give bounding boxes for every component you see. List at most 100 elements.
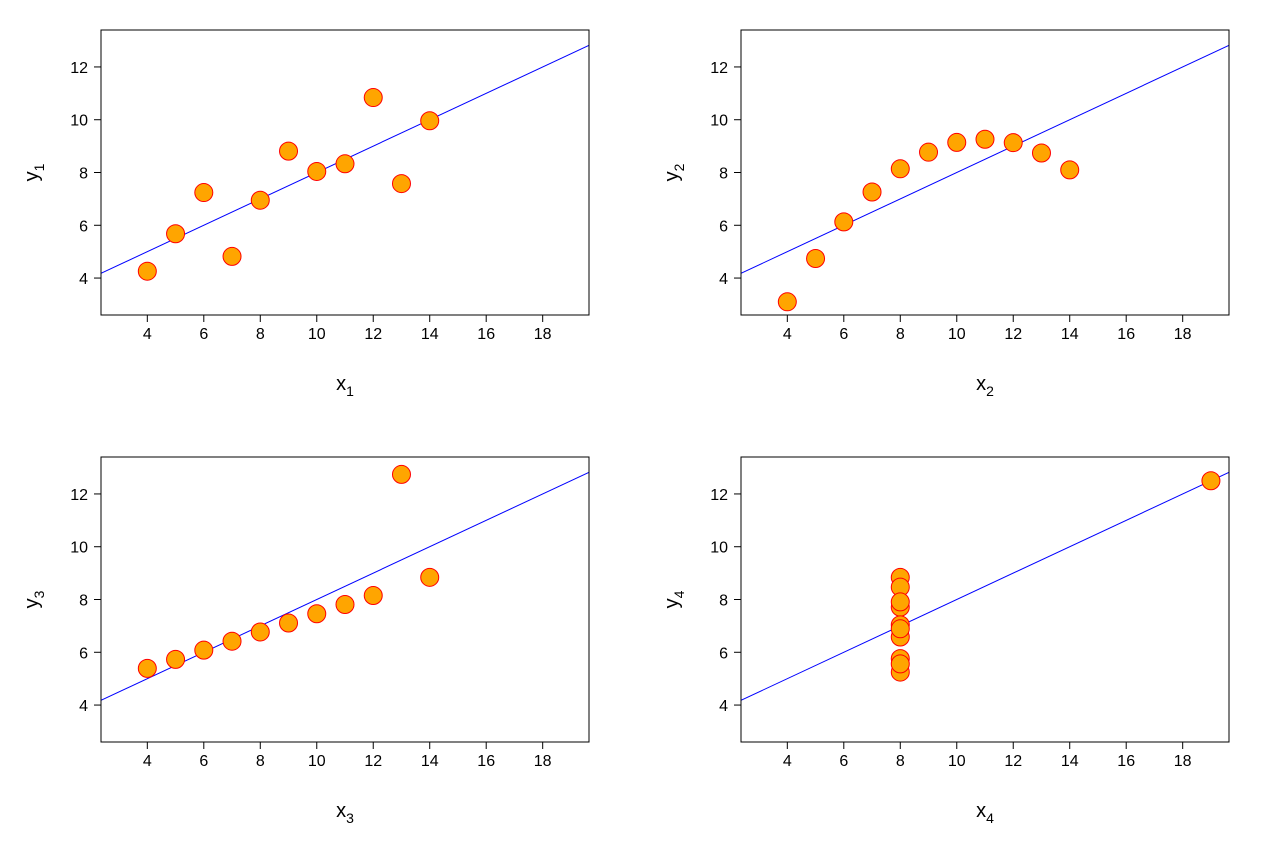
x-axis-label: x2 (976, 373, 994, 399)
data-point (890, 654, 910, 674)
panel-2: 4 6 8 10 12 14 16 18 4 6 8 10 12 x2 y2 (661, 29, 1230, 399)
x-tick-label: 10 (308, 326, 326, 343)
x-tick-label: 4 (783, 753, 792, 770)
data-point (1201, 471, 1221, 491)
x-tick-label: 18 (1174, 753, 1192, 770)
data-point (279, 613, 299, 633)
y-axis-label: y3 (21, 590, 47, 608)
data-point (1060, 160, 1080, 180)
x-tick-label: 12 (364, 326, 382, 343)
data-point (363, 88, 383, 108)
data-point (806, 249, 826, 269)
fit-line (741, 44, 1229, 274)
data-point (250, 622, 270, 642)
x-tick-label: 6 (839, 753, 848, 770)
y-tick-label: 6 (719, 645, 728, 662)
x-axis-label: x4 (976, 800, 994, 826)
y-axis-label: y4 (661, 590, 687, 608)
data-point (250, 190, 270, 210)
x-tick-label: 4 (783, 326, 792, 343)
y-tick-label: 8 (719, 593, 728, 610)
x-tick-label: 18 (534, 753, 552, 770)
y-tick-label: 10 (710, 113, 728, 130)
x-tick-label: 6 (839, 326, 848, 343)
data-point (222, 246, 242, 266)
y-tick-label: 4 (79, 698, 88, 715)
data-point (975, 129, 995, 149)
plot-frame (740, 29, 1230, 316)
x-tick-label: 8 (896, 753, 905, 770)
x-tick-label: 10 (308, 753, 326, 770)
y-tick-label: 12 (70, 60, 88, 77)
x-tick-label: 18 (1174, 326, 1192, 343)
data-point (335, 154, 355, 174)
y-tick-label: 12 (710, 60, 728, 77)
y-tick-label: 10 (70, 540, 88, 557)
data-point (890, 159, 910, 179)
data-point (947, 132, 967, 152)
x-tick-label: 4 (143, 326, 152, 343)
plot-frame (740, 456, 1230, 743)
x-tick-label: 18 (534, 326, 552, 343)
data-point (1031, 143, 1051, 163)
data-point (919, 142, 939, 162)
panel-1: 4 6 8 10 12 14 16 18 4 6 8 10 12 x1 y1 (21, 29, 590, 399)
data-point (890, 592, 910, 612)
data-point (363, 586, 383, 606)
fit-line (741, 471, 1229, 701)
y-tick-label: 6 (79, 218, 88, 235)
x-tick-label: 14 (421, 753, 439, 770)
data-point (194, 183, 214, 203)
y-tick-label: 8 (79, 593, 88, 610)
x-tick-label: 14 (1061, 326, 1079, 343)
x-tick-label: 14 (421, 326, 439, 343)
y-axis-label: y1 (21, 163, 47, 181)
x-tick-label: 16 (477, 753, 495, 770)
data-point (391, 464, 411, 484)
data-point (420, 111, 440, 131)
y-tick-label: 4 (79, 271, 88, 288)
panel-3: 4 6 8 10 12 14 16 18 4 6 8 10 12 x3 y3 (21, 456, 590, 826)
x-tick-label: 12 (1004, 753, 1022, 770)
y-tick-label: 8 (79, 166, 88, 183)
y-tick-label: 10 (70, 113, 88, 130)
x-tick-label: 14 (1061, 753, 1079, 770)
data-point (307, 604, 327, 624)
y-tick-label: 12 (70, 487, 88, 504)
x-tick-label: 12 (1004, 326, 1022, 343)
x-tick-label: 6 (199, 326, 208, 343)
x-tick-label: 10 (948, 753, 966, 770)
data-point (834, 212, 854, 232)
data-point (137, 658, 157, 678)
data-point (137, 261, 157, 281)
data-point (777, 292, 797, 312)
data-point (279, 141, 299, 161)
y-tick-label: 6 (79, 645, 88, 662)
data-point (307, 161, 327, 181)
x-axis-label: x3 (336, 800, 354, 826)
x-tick-label: 8 (896, 326, 905, 343)
y-tick-label: 12 (710, 487, 728, 504)
data-point (420, 567, 440, 587)
data-point (335, 595, 355, 615)
x-tick-label: 8 (256, 326, 265, 343)
data-point (1003, 133, 1023, 153)
x-tick-label: 16 (477, 326, 495, 343)
x-tick-label: 16 (1117, 326, 1135, 343)
x-axis-label: x1 (336, 373, 354, 399)
data-point (194, 640, 214, 660)
y-tick-label: 4 (719, 698, 728, 715)
x-tick-label: 6 (199, 753, 208, 770)
y-tick-label: 8 (719, 166, 728, 183)
x-tick-label: 8 (256, 753, 265, 770)
y-tick-label: 6 (719, 218, 728, 235)
x-tick-label: 16 (1117, 753, 1135, 770)
y-tick-label: 10 (710, 540, 728, 557)
data-point (391, 174, 411, 194)
x-tick-label: 12 (364, 753, 382, 770)
data-point (166, 224, 186, 244)
data-point (222, 631, 242, 651)
data-point (890, 619, 910, 639)
x-tick-label: 10 (948, 326, 966, 343)
